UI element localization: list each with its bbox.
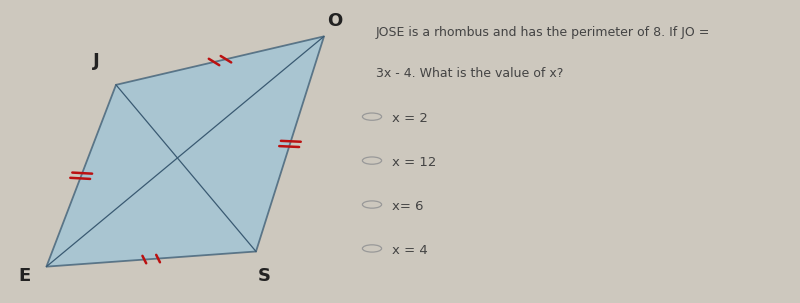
Text: x = 12: x = 12: [392, 156, 436, 169]
Text: O: O: [326, 12, 342, 30]
Text: JOSE is a rhombus and has the perimeter of 8. If JO =: JOSE is a rhombus and has the perimeter …: [376, 26, 710, 39]
Text: x = 4: x = 4: [392, 244, 428, 257]
Text: x= 6: x= 6: [392, 200, 423, 213]
Text: S: S: [258, 267, 270, 285]
Text: x = 2: x = 2: [392, 112, 428, 125]
Text: 3x - 4. What is the value of x?: 3x - 4. What is the value of x?: [376, 67, 563, 80]
Text: E: E: [18, 267, 30, 285]
Polygon shape: [46, 36, 324, 267]
Text: J: J: [93, 52, 99, 70]
